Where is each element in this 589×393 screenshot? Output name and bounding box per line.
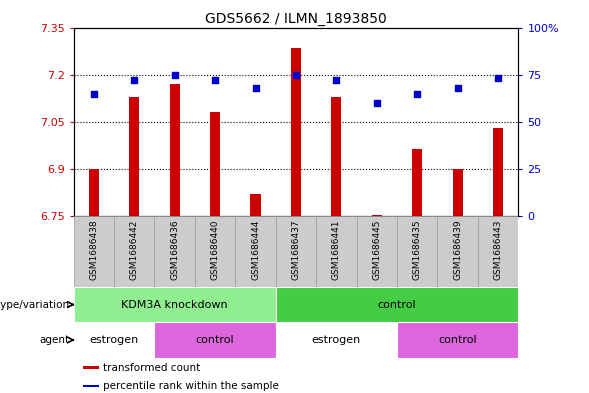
Bar [82,366,98,369]
Bar [236,216,276,287]
Point [372,100,382,106]
Text: control: control [378,299,416,310]
Point [292,72,301,78]
Bar [291,48,301,216]
Point [170,72,180,78]
Text: GSM1686441: GSM1686441 [332,220,341,280]
Text: estrogen: estrogen [90,335,138,345]
Text: GSM1686437: GSM1686437 [292,220,300,280]
Text: GSM1686444: GSM1686444 [251,220,260,280]
Bar [276,216,316,287]
Text: transformed count: transformed count [103,362,200,373]
Title: GDS5662 / ILMN_1893850: GDS5662 / ILMN_1893850 [205,13,387,26]
Point [332,77,341,83]
Bar [74,322,154,358]
Bar [493,128,503,216]
Text: GSM1686445: GSM1686445 [372,220,381,280]
Bar [129,97,140,216]
Point [210,77,220,83]
Bar [195,216,236,287]
Bar [154,216,195,287]
Text: GSM1686439: GSM1686439 [453,220,462,280]
Bar [478,216,518,287]
Bar [412,149,422,216]
Bar [114,216,154,287]
Text: percentile rank within the sample: percentile rank within the sample [103,381,279,391]
Point [494,75,503,82]
Bar [397,322,518,358]
Bar [82,385,98,387]
Bar [74,216,114,287]
Bar [170,84,180,216]
Bar [250,194,260,216]
Text: genotype/variation: genotype/variation [0,299,69,310]
Point [130,77,139,83]
Text: control: control [196,335,234,345]
Bar [154,322,276,358]
Bar [316,216,356,287]
Bar [452,169,463,216]
Text: GSM1686438: GSM1686438 [90,220,98,280]
Bar [210,112,220,216]
Text: estrogen: estrogen [312,335,361,345]
Bar [276,287,518,322]
Bar [74,287,276,322]
Point [453,85,462,91]
Text: control: control [438,335,477,345]
Point [89,90,98,97]
Bar [356,216,397,287]
Text: KDM3A knockdown: KDM3A knockdown [121,299,228,310]
Text: GSM1686442: GSM1686442 [130,220,139,280]
Point [251,85,260,91]
Bar [276,322,397,358]
Text: GSM1686435: GSM1686435 [413,220,422,280]
Bar [438,216,478,287]
Bar [332,97,342,216]
Text: GSM1686440: GSM1686440 [211,220,220,280]
Text: GSM1686436: GSM1686436 [170,220,179,280]
Text: GSM1686443: GSM1686443 [494,220,502,280]
Text: agent: agent [39,335,69,345]
Bar [397,216,438,287]
Point [412,90,422,97]
Bar [372,215,382,216]
Bar [89,169,99,216]
